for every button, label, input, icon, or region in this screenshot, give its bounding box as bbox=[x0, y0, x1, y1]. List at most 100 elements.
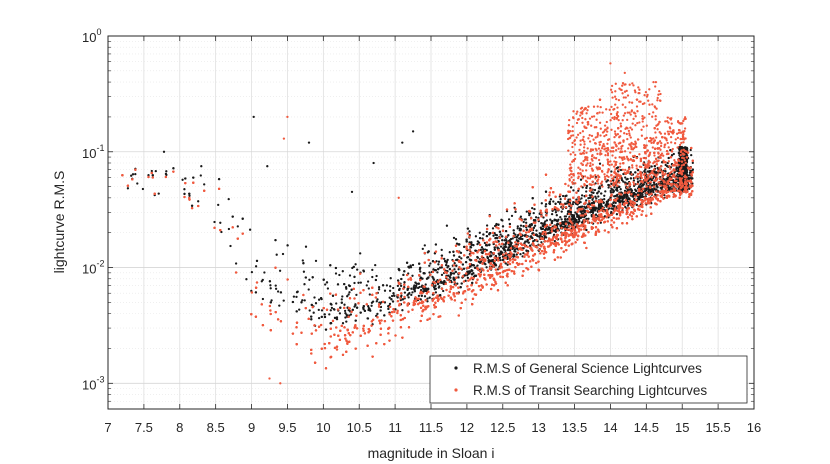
data-point bbox=[650, 202, 653, 205]
data-point bbox=[335, 317, 339, 321]
data-point bbox=[544, 205, 547, 208]
data-point bbox=[334, 266, 338, 270]
data-point bbox=[199, 174, 202, 177]
data-point bbox=[653, 175, 656, 178]
data-point bbox=[516, 227, 519, 230]
data-point bbox=[252, 115, 255, 119]
data-point bbox=[493, 261, 496, 265]
data-point bbox=[320, 315, 323, 319]
data-point bbox=[544, 236, 548, 239]
data-point bbox=[336, 283, 340, 286]
data-point bbox=[640, 195, 643, 198]
data-point bbox=[141, 187, 145, 191]
data-point bbox=[550, 221, 554, 225]
data-point bbox=[643, 170, 646, 173]
data-point bbox=[525, 210, 528, 213]
data-point bbox=[544, 202, 548, 206]
data-point bbox=[564, 218, 567, 221]
data-point bbox=[521, 237, 524, 241]
data-point bbox=[389, 285, 392, 288]
data-point bbox=[499, 233, 502, 236]
data-point bbox=[467, 272, 470, 275]
data-point bbox=[466, 227, 470, 230]
data-point bbox=[532, 226, 536, 229]
data-point bbox=[302, 270, 306, 273]
data-point bbox=[685, 172, 688, 175]
data-point bbox=[197, 200, 200, 203]
data-point bbox=[220, 230, 223, 234]
data-point bbox=[387, 307, 390, 311]
data-point bbox=[359, 252, 362, 255]
data-point bbox=[535, 229, 538, 232]
data-point bbox=[417, 282, 420, 285]
data-point bbox=[403, 291, 407, 294]
data-point bbox=[453, 262, 456, 265]
data-point bbox=[504, 229, 508, 233]
data-point bbox=[411, 130, 415, 133]
data-point bbox=[303, 299, 306, 302]
data-point bbox=[320, 309, 324, 312]
data-point bbox=[587, 203, 590, 206]
data-point bbox=[519, 252, 522, 256]
data-point bbox=[434, 291, 438, 294]
data-point bbox=[245, 278, 248, 281]
data-point bbox=[334, 272, 338, 275]
data-point bbox=[590, 202, 594, 205]
data-point bbox=[559, 198, 562, 201]
data-point bbox=[483, 262, 486, 265]
data-point bbox=[307, 141, 311, 144]
data-point bbox=[588, 194, 592, 197]
data-point bbox=[498, 253, 501, 257]
data-point bbox=[512, 229, 515, 232]
data-point bbox=[559, 201, 562, 204]
data-point bbox=[595, 197, 598, 200]
data-point bbox=[549, 218, 552, 221]
data-point bbox=[340, 298, 343, 301]
data-point bbox=[666, 177, 669, 180]
data-point bbox=[426, 297, 429, 300]
data-point bbox=[312, 311, 315, 314]
data-point bbox=[564, 215, 568, 218]
data-point bbox=[514, 233, 517, 236]
data-point bbox=[347, 293, 350, 296]
data-point bbox=[446, 258, 449, 262]
data-point bbox=[576, 214, 580, 217]
data-point bbox=[684, 169, 688, 172]
data-point bbox=[200, 165, 203, 168]
data-point bbox=[443, 279, 446, 283]
data-point bbox=[579, 216, 583, 219]
data-point bbox=[456, 282, 459, 285]
data-point bbox=[634, 171, 637, 174]
data-point bbox=[572, 189, 575, 192]
data-point bbox=[389, 277, 392, 280]
data-point bbox=[571, 218, 574, 221]
data-point bbox=[497, 223, 500, 226]
data-point bbox=[303, 283, 306, 286]
data-point bbox=[521, 255, 524, 258]
data-point bbox=[610, 182, 613, 186]
data-point bbox=[611, 188, 614, 191]
data-point bbox=[652, 181, 656, 184]
data-point bbox=[604, 190, 607, 193]
data-point bbox=[409, 264, 412, 267]
data-point bbox=[509, 240, 512, 244]
data-point bbox=[636, 180, 640, 183]
data-point bbox=[513, 248, 517, 251]
data-point bbox=[493, 246, 496, 249]
data-point bbox=[383, 289, 387, 292]
data-point bbox=[269, 287, 272, 290]
data-point bbox=[494, 264, 498, 267]
data-point bbox=[461, 263, 465, 266]
data-point bbox=[341, 322, 345, 325]
data-point bbox=[557, 200, 560, 204]
data-point bbox=[154, 169, 157, 173]
data-point bbox=[491, 227, 495, 230]
data-point bbox=[501, 235, 504, 238]
data-point bbox=[534, 216, 538, 219]
data-point bbox=[580, 194, 584, 197]
data-point bbox=[323, 313, 326, 316]
data-point bbox=[656, 186, 659, 189]
data-point bbox=[433, 252, 437, 255]
data-point bbox=[329, 322, 332, 325]
data-point bbox=[217, 177, 221, 181]
